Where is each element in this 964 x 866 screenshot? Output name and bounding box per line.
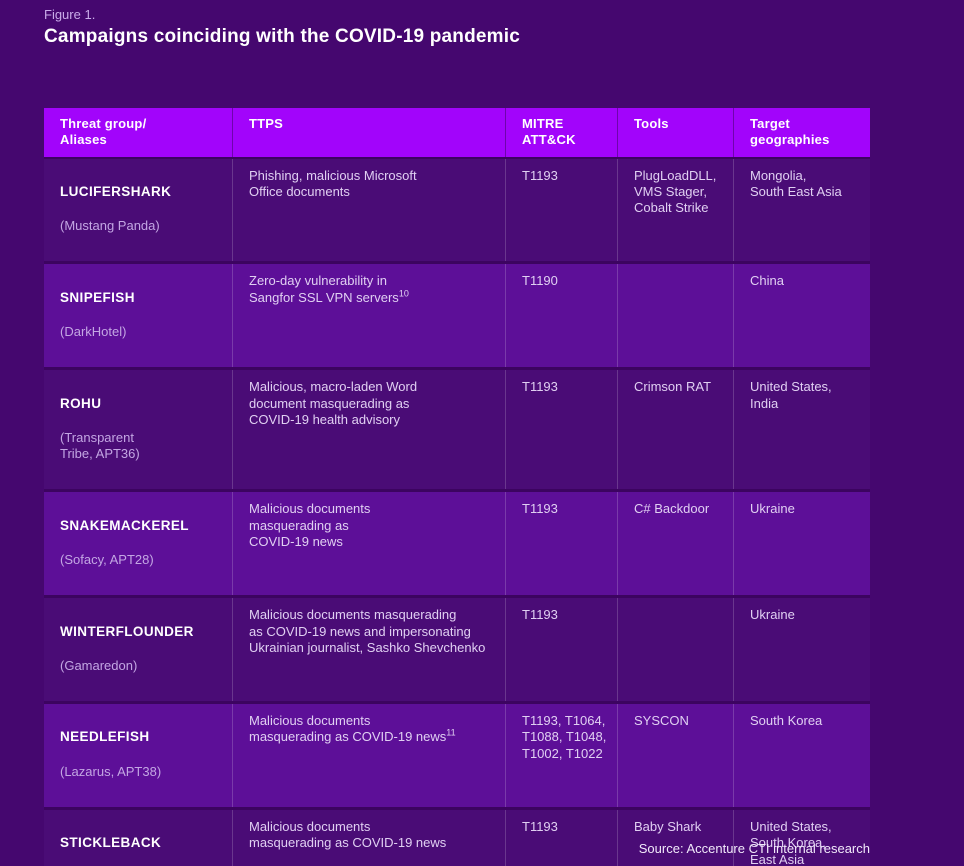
- threat-group-alias: (Gamaredon): [60, 657, 138, 673]
- tools-cell: Crimson RAT: [617, 370, 733, 490]
- threat-group-cell: SNIPEFISH (DarkHotel): [44, 264, 232, 367]
- ttps-text: Malicious, macro-laden Word document mas…: [249, 379, 418, 427]
- threat-group-alias: (Sofacy, APT28): [60, 551, 154, 567]
- threat-group-name: LUCIFERSHARK: [60, 183, 172, 199]
- table-row: SNAKEMACKEREL (Sofacy, APT28) Malicious …: [44, 489, 870, 596]
- threat-group-alias: (Transparent Tribe, APT36): [60, 429, 140, 461]
- target-geographies-cell: China: [733, 264, 870, 368]
- ttps-text: Malicious documents masquerading as COVI…: [249, 607, 486, 655]
- ttps-cell: Zero-day vulnerability in Sangfor SSL VP…: [232, 264, 505, 368]
- ttps-text: Zero-day vulnerability in Sangfor SSL VP…: [249, 273, 399, 305]
- threat-group-name: WINTERFLOUNDER: [60, 623, 194, 639]
- target-geographies-cell: United States, South Korea, East Asia: [733, 810, 870, 866]
- column-header-mitre-attack: MITRE ATT&CK: [505, 108, 617, 157]
- tools-cell: Baby Shark: [617, 810, 733, 866]
- source-note: Source: Accenture CTI internal research: [638, 841, 870, 856]
- target-geographies-cell: South Korea: [733, 704, 870, 807]
- target-geographies-cell: Mongolia, South East Asia: [733, 158, 870, 262]
- target-geographies-cell: Ukraine: [733, 598, 870, 702]
- table-header-row: Threat group/ Aliases TTPS MITRE ATT&CK …: [44, 108, 870, 157]
- table-row: WINTERFLOUNDER (Gamaredon) Malicious doc…: [44, 595, 870, 702]
- tools-cell: [617, 264, 733, 368]
- column-header-ttps: TTPS: [232, 108, 505, 157]
- campaigns-table: Threat group/ Aliases TTPS MITRE ATT&CK …: [44, 108, 870, 866]
- threat-group-name: SNIPEFISH: [60, 289, 135, 305]
- page-title: Campaigns coinciding with the COVID-19 p…: [44, 26, 521, 47]
- threat-group-name: NEEDLEFISH: [60, 729, 150, 745]
- ttps-cell: Phishing, malicious Microsoft Office doc…: [232, 158, 505, 262]
- figure-label: Figure 1.: [44, 7, 96, 22]
- footnote-reference: 10: [398, 288, 409, 299]
- threat-group-alias: (DarkHotel): [60, 323, 127, 339]
- mitre-attack-cell: T1193, T1064, T1088, T1048, T1002, T1022: [505, 704, 617, 807]
- threat-group-name: ROHU: [60, 395, 102, 411]
- threat-group-cell: SNAKEMACKEREL (Sofacy, APT28): [44, 492, 232, 595]
- table-row: STICKLEBACK (Kimsuky, Stolen Pencil) Mal…: [44, 807, 870, 866]
- tools-cell: PlugLoadDLL, VMS Stager, Cobalt Strike: [617, 158, 733, 262]
- threat-group-name: STICKLEBACK: [60, 835, 162, 851]
- table-row: SNIPEFISH (DarkHotel) Zero-day vulnerabi…: [44, 261, 870, 368]
- target-geographies-cell: United States, India: [733, 370, 870, 490]
- threat-group-name: SNAKEMACKEREL: [60, 517, 189, 533]
- ttps-cell: Malicious documents masquerading as COVI…: [232, 598, 505, 702]
- table-row: LUCIFERSHARK (Mustang Panda) Phishing, m…: [44, 158, 870, 262]
- threat-group-alias: (Mustang Panda): [60, 217, 160, 233]
- threat-group-cell: LUCIFERSHARK (Mustang Panda): [44, 159, 232, 262]
- tools-cell: C# Backdoor: [617, 492, 733, 596]
- ttps-cell: Malicious documents masquerading as COVI…: [232, 492, 505, 596]
- threat-group-alias: (Lazarus, APT38): [60, 763, 162, 779]
- threat-group-cell: NEEDLEFISH (Lazarus, APT38): [44, 704, 232, 807]
- tools-cell: [617, 598, 733, 702]
- ttps-text: Malicious documents masquerading as COVI…: [249, 713, 447, 745]
- mitre-attack-cell: T1193: [505, 598, 617, 702]
- table-row: NEEDLEFISH (Lazarus, APT38) Malicious do…: [44, 701, 870, 807]
- ttps-cell: Malicious, macro-laden Word document mas…: [232, 370, 505, 490]
- threat-group-cell: STICKLEBACK (Kimsuky, Stolen Pencil): [44, 810, 232, 866]
- threat-group-cell: ROHU (Transparent Tribe, APT36): [44, 370, 232, 489]
- column-header-threat-group: Threat group/ Aliases: [60, 116, 147, 148]
- ttps-text: Phishing, malicious Microsoft Office doc…: [249, 167, 417, 199]
- ttps-text: Malicious documents masquerading as COVI…: [249, 501, 371, 549]
- ttps-text: Malicious documents masquerading as COVI…: [249, 819, 447, 851]
- mitre-attack-cell: T1193: [505, 492, 617, 596]
- threat-group-cell: WINTERFLOUNDER (Gamaredon): [44, 598, 232, 701]
- ttps-cell: Malicious documents masquerading as COVI…: [232, 810, 505, 866]
- table-body: LUCIFERSHARK (Mustang Panda) Phishing, m…: [44, 156, 870, 866]
- column-header-target-geographies: Target geographies: [733, 108, 870, 157]
- mitre-attack-cell: T1193: [505, 810, 617, 866]
- target-geographies-cell: Ukraine: [733, 492, 870, 596]
- ttps-cell: Malicious documents masquerading as COVI…: [232, 704, 505, 807]
- mitre-attack-cell: T1190: [505, 264, 617, 368]
- table-row: ROHU (Transparent Tribe, APT36) Maliciou…: [44, 367, 870, 490]
- column-header-tools: Tools: [617, 108, 733, 157]
- tools-cell: SYSCON: [617, 704, 733, 807]
- footnote-reference: 11: [446, 728, 456, 739]
- mitre-attack-cell: T1193: [505, 370, 617, 490]
- mitre-attack-cell: T1193: [505, 158, 617, 262]
